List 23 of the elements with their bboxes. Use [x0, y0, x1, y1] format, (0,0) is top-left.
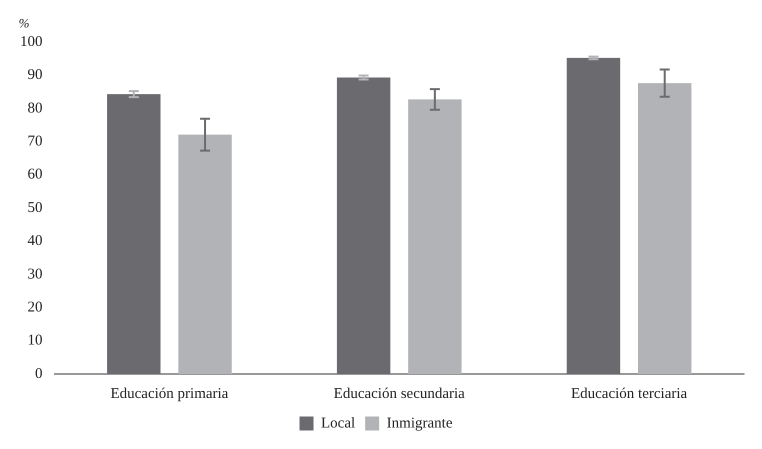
legend-label: Inmigrante: [386, 415, 453, 432]
bar: [107, 94, 161, 374]
y-tick-label: 40: [28, 233, 42, 250]
y-tick-label: 70: [28, 134, 42, 150]
x-tick-label: Educación terciaria: [570, 386, 688, 402]
y-tick-label: 80: [28, 100, 42, 116]
y-tick-label: 100: [20, 34, 42, 50]
legend-label: Local: [321, 415, 356, 432]
x-tick-label: Educación primaria: [110, 386, 229, 402]
y-tick-label: 50: [28, 200, 42, 216]
y-tick-label: 30: [28, 266, 42, 282]
bar: [566, 58, 620, 374]
bar: [408, 99, 462, 374]
y-tick-label: 90: [28, 67, 42, 84]
bar: [638, 83, 692, 374]
y-tick-label: 10: [28, 332, 42, 349]
y-tick-label: 20: [28, 300, 42, 316]
y-tick-label: 60: [28, 166, 42, 183]
y-axis-title: %: [18, 15, 30, 30]
x-tick-label: Educación secundaria: [334, 386, 466, 402]
bar: [336, 78, 390, 374]
bar: [178, 134, 232, 374]
y-tick-label: 0: [35, 366, 42, 382]
